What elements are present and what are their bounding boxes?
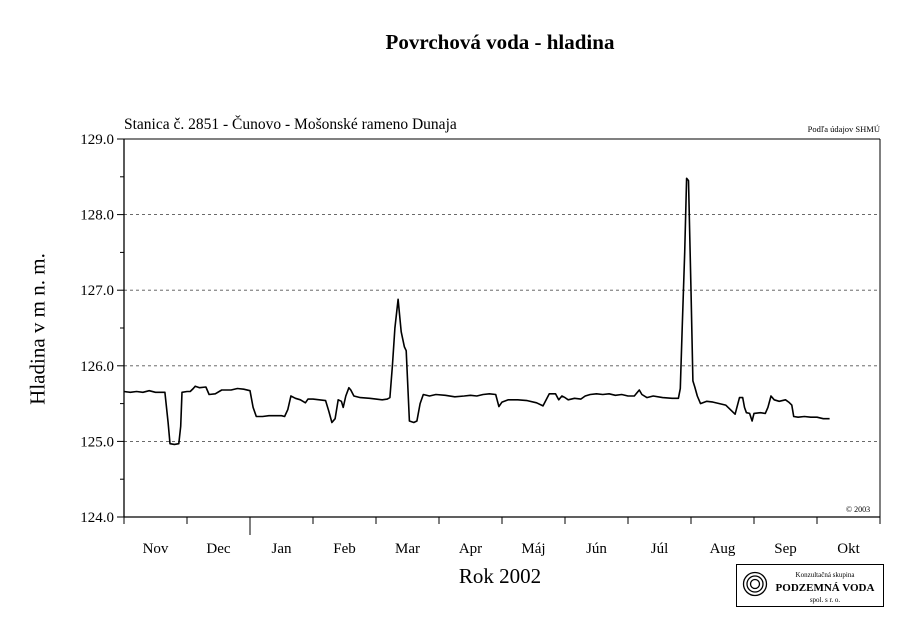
x-tick-label: Apr <box>459 541 482 557</box>
source-note: Podľa údajov SHMÚ <box>807 124 880 134</box>
station-label: Stanica č. 2851 - Čunovo - Mošonské rame… <box>124 116 457 133</box>
x-tick-label: Nov <box>143 541 169 557</box>
gridlines <box>124 214 880 442</box>
y-tick-label: 124.0 <box>80 510 114 526</box>
x-tick-label: Máj <box>521 541 545 557</box>
x-tick-label: Mar <box>395 541 420 557</box>
x-tick-label: Júl <box>651 541 669 557</box>
y-tick-label: 128.0 <box>80 208 114 224</box>
x-tick-label: Sep <box>774 541 797 557</box>
copyright-note: © 2003 <box>846 505 871 514</box>
logo-line-3: spol. s r. o. <box>809 596 841 604</box>
logo-rings-icon <box>742 571 768 597</box>
x-tick-label: Okt <box>837 541 860 557</box>
chart-title: Povrchová voda - hladina <box>385 30 615 54</box>
x-tick-label: Dec <box>206 541 230 557</box>
y-tick-label: 125.0 <box>80 434 114 450</box>
x-tick-label: Jún <box>586 541 607 557</box>
x-axis-label: Rok 2002 <box>458 564 542 588</box>
x-tick-label: Feb <box>333 541 356 557</box>
company-logo: Konzultačná skupina PODZEMNÁ VODA spol. … <box>736 564 884 607</box>
y-tick-label: 126.0 <box>80 359 114 375</box>
y-tick-label: 129.0 <box>80 132 114 148</box>
logo-line-2: PODZEMNÁ VODA <box>775 582 875 594</box>
series-line <box>123 177 830 446</box>
axes: 124.0 125.0 126.0 127.0 128.0 129.0 Nov Dec Jan F… <box>80 132 881 557</box>
series-layer <box>123 177 830 446</box>
x-tick-label: Aug <box>710 541 736 557</box>
y-tick-label: 127.0 <box>80 283 114 299</box>
logo-line-1: Konzultačná skupina <box>795 571 855 579</box>
x-tick-label: Jan <box>272 541 292 557</box>
